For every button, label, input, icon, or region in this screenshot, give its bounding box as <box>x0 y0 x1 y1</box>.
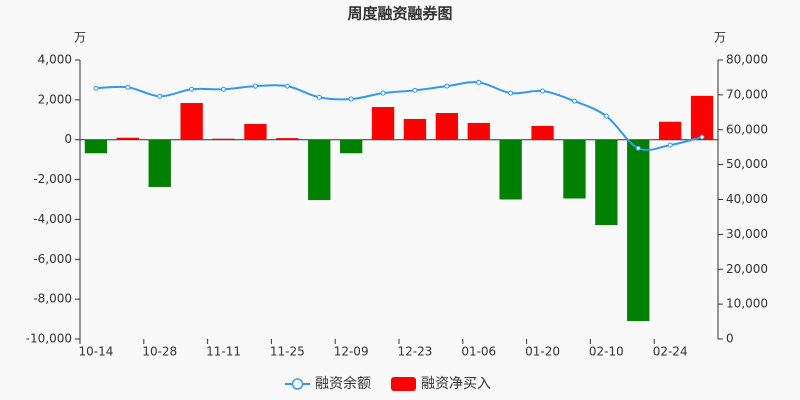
line-point <box>540 88 546 94</box>
y-tick-label: 4,000 <box>38 53 72 67</box>
line-point <box>316 94 322 100</box>
y2-tick-label: 60,000 <box>726 122 768 136</box>
y2-axis-label: 万 <box>714 31 726 45</box>
line-point <box>380 90 386 96</box>
bar <box>276 138 299 140</box>
bar <box>244 123 267 140</box>
y-tick-label: 2,000 <box>38 92 72 106</box>
y-tick-label: -6,000 <box>33 252 72 266</box>
bar <box>308 139 331 201</box>
y2-tick-label: 20,000 <box>726 262 768 276</box>
bar <box>371 107 395 140</box>
line-point <box>412 87 418 93</box>
bar <box>563 139 586 199</box>
line-point <box>444 83 450 89</box>
line-point <box>603 113 609 119</box>
x-tick-label: 10-14 <box>79 345 114 359</box>
bar <box>467 122 490 140</box>
line-point <box>476 79 482 85</box>
bar <box>180 103 203 140</box>
y-tick-label: -8,000 <box>33 292 72 306</box>
line-point <box>571 98 577 104</box>
line-point <box>157 93 163 99</box>
x-tick-label: 12-09 <box>334 345 369 359</box>
line-point <box>252 83 258 89</box>
bar <box>148 139 171 187</box>
y-tick-label: 0 <box>64 132 72 146</box>
y2-tick-label: 70,000 <box>726 87 768 101</box>
x-tick-label: 10-28 <box>142 345 177 359</box>
y2-tick-label: 30,000 <box>726 227 768 241</box>
line-point <box>508 90 514 96</box>
bar <box>84 139 108 154</box>
chart-title: 周度融资融券图 <box>347 5 452 23</box>
line-point <box>635 145 641 151</box>
line-point <box>699 134 705 140</box>
y-tick-label: -4,000 <box>33 212 72 226</box>
bar <box>403 118 427 140</box>
bar <box>627 139 650 322</box>
x-tick-label: 01-06 <box>461 345 496 359</box>
x-tick-label: 11-11 <box>206 345 241 359</box>
bar <box>595 139 618 226</box>
x-tick-label: 01-20 <box>525 345 560 359</box>
line-point <box>284 83 290 89</box>
y2-tick-label: 40,000 <box>726 192 768 206</box>
bar <box>212 138 235 140</box>
bar <box>658 121 682 140</box>
y2-tick-label: 50,000 <box>726 157 768 171</box>
x-tick-label: 02-10 <box>589 345 624 359</box>
bar <box>339 139 363 154</box>
legend-label: 融资净买入 <box>421 376 491 392</box>
x-tick-label: 02-24 <box>653 345 688 359</box>
x-tick-label: 12-23 <box>398 345 433 359</box>
line-point <box>93 85 99 91</box>
x-tick-label: 11-25 <box>270 345 305 359</box>
bar <box>690 95 714 140</box>
line <box>95 81 703 152</box>
line-point <box>189 86 195 92</box>
bar <box>531 125 554 140</box>
legend-marker <box>291 378 304 390</box>
y-tick-label: -2,000 <box>33 172 72 186</box>
y2-tick-label: 0 <box>726 332 734 346</box>
line-point <box>348 96 354 102</box>
line-point <box>667 142 673 148</box>
line-point <box>221 86 227 92</box>
y-tick-label: -10,000 <box>26 332 72 346</box>
bar <box>435 113 459 140</box>
line-point <box>125 84 131 90</box>
bar <box>116 137 140 140</box>
legend-label: 融资余额 <box>315 375 371 392</box>
y2-tick-label: 10,000 <box>726 297 768 311</box>
y-axis-label: 万 <box>74 31 86 45</box>
bar <box>499 139 522 200</box>
legend-swatch <box>391 377 416 391</box>
y2-tick-label: 80,000 <box>726 53 768 67</box>
